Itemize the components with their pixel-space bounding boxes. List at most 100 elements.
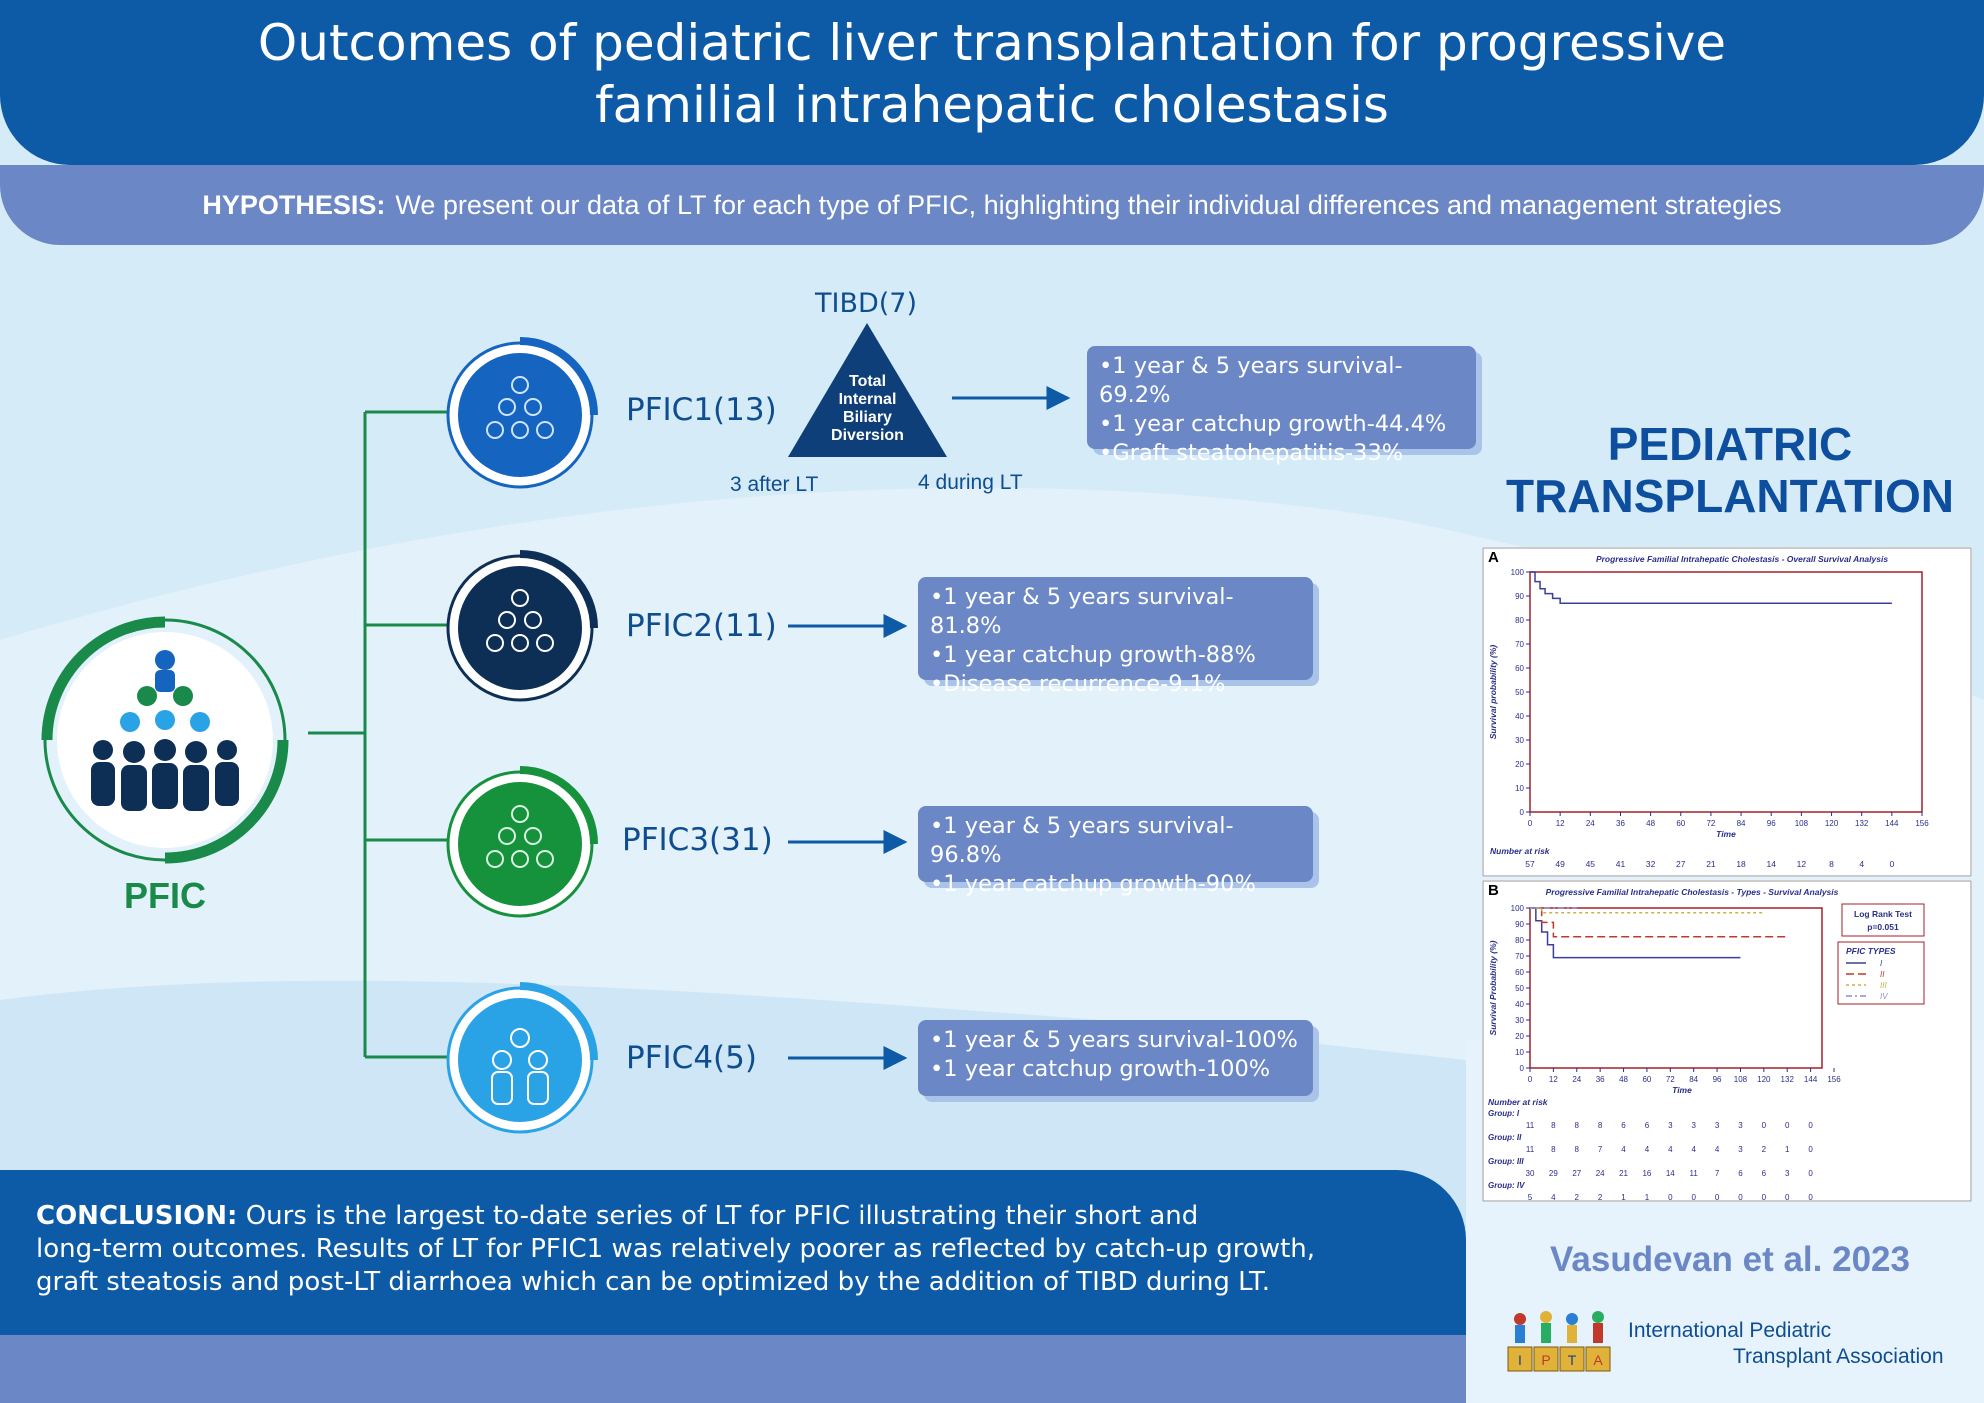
- x-tick-label: 0: [1528, 1075, 1533, 1084]
- tibd-during-label: 4 during LT: [918, 471, 1023, 494]
- y-tick-label: 20: [1515, 760, 1524, 769]
- risk-value: 14: [1666, 1169, 1675, 1178]
- risk-value: 7: [1715, 1169, 1720, 1178]
- outcome-item: 1 year & 5 years survival-81.8%: [930, 583, 1301, 641]
- risk-value: 6: [1621, 1121, 1626, 1130]
- x-tick-label: 48: [1646, 819, 1655, 828]
- y-tick-label: 90: [1515, 920, 1524, 929]
- risk-value: 6: [1762, 1169, 1767, 1178]
- pfic1-outcomes: 1 year & 5 years survival-69.2% 1 year c…: [1087, 346, 1476, 466]
- x-tick-label: 144: [1804, 1075, 1818, 1084]
- risk-value: 8: [1551, 1145, 1556, 1154]
- risk-value: 14: [1766, 859, 1776, 869]
- x-tick-label: 72: [1666, 1075, 1675, 1084]
- risk-value: 6: [1645, 1121, 1650, 1130]
- pfic-main-icon: [41, 616, 289, 864]
- risk-value: 29: [1549, 1169, 1558, 1178]
- risk-value: 7: [1598, 1145, 1603, 1154]
- risk-value: 32: [1646, 859, 1656, 869]
- logrank-box: [1841, 903, 1925, 937]
- risk-value: 2: [1762, 1145, 1767, 1154]
- risk-value: 8: [1551, 1121, 1556, 1130]
- y-axis-label: Survival Probability (%): [1488, 940, 1498, 1035]
- risk-value: 4: [1621, 1145, 1626, 1154]
- y-tick-label: 20: [1515, 1032, 1524, 1041]
- y-tick-label: 100: [1511, 568, 1525, 577]
- survival-chart-a: A Progressive Familial Intrahepatic Chole…: [1482, 547, 1972, 877]
- ipta-name: International Pediatric Transplant Assoc…: [1628, 1318, 1944, 1370]
- x-tick-label: 24: [1586, 819, 1595, 828]
- risk-value: 27: [1572, 1169, 1581, 1178]
- risk-value: 4: [1691, 1145, 1696, 1154]
- x-tick-label: 36: [1596, 1075, 1605, 1084]
- risk-value: 1: [1645, 1193, 1650, 1202]
- ipta-block-p: P: [1541, 1352, 1550, 1368]
- y-tick-label: 90: [1515, 592, 1524, 601]
- risk-value: 0: [1715, 1193, 1720, 1202]
- risk-group-label: Group: I: [1488, 1109, 1520, 1118]
- x-tick-label: 156: [1827, 1075, 1841, 1084]
- risk-value: 3: [1738, 1145, 1743, 1154]
- risk-value: 41: [1616, 859, 1626, 869]
- pfic1-label: PFIC1(13): [626, 392, 777, 428]
- y-tick-label: 40: [1515, 712, 1524, 721]
- y-tick-label: 0: [1520, 1064, 1525, 1073]
- title-line-2: familial intrahepatic cholestasis: [595, 76, 1389, 134]
- y-tick-label: 80: [1515, 936, 1524, 945]
- risk-value: 16: [1642, 1169, 1651, 1178]
- risk-value: 6: [1738, 1169, 1743, 1178]
- outcome-item: 1 year & 5 years survival-69.2%: [1099, 352, 1464, 410]
- legend-label-I: I: [1880, 959, 1883, 968]
- ipta-line-1: International Pediatric: [1628, 1319, 1832, 1342]
- x-tick-label: 96: [1713, 1075, 1722, 1084]
- x-tick-label: 24: [1572, 1075, 1581, 1084]
- legend-label-III: III: [1880, 981, 1887, 990]
- x-tick-label: 12: [1549, 1075, 1558, 1084]
- y-tick-label: 80: [1515, 616, 1524, 625]
- risk-value: 4: [1551, 1193, 1556, 1202]
- hypothesis-bar: HYPOTHESIS: We present our data of LT fo…: [0, 165, 1984, 245]
- tibd-line-3: Biliary: [843, 409, 892, 426]
- outcome-item: 1 year catchup growth-44.4%: [1099, 410, 1464, 439]
- tibd-triangle: [788, 323, 947, 457]
- journal-line-2: TRANSPLANTATION: [1505, 470, 1955, 522]
- risk-value: 11: [1690, 1169, 1699, 1178]
- y-tick-label: 10: [1515, 784, 1524, 793]
- tibd-count-label: TIBD(7): [815, 288, 918, 319]
- risk-table-label: Number at risk: [1488, 1097, 1549, 1107]
- risk-value: 11: [1526, 1145, 1535, 1154]
- x-tick-label: 12: [1556, 819, 1565, 828]
- x-tick-label: 72: [1706, 819, 1715, 828]
- conclusion-line-2: long-term outcomes. Results of LT for PF…: [36, 1234, 1316, 1264]
- risk-value: 3: [1715, 1121, 1720, 1130]
- pfic2-label: PFIC2(11): [626, 608, 777, 644]
- conclusion-label: CONCLUSION:: [36, 1201, 238, 1231]
- risk-value: 8: [1575, 1121, 1580, 1130]
- pfic4-outcomes: 1 year & 5 years survival-100% 1 year ca…: [918, 1020, 1313, 1096]
- x-tick-label: 156: [1915, 819, 1929, 828]
- risk-value: 5: [1528, 1193, 1533, 1202]
- risk-value: 4: [1668, 1145, 1673, 1154]
- risk-value: 57: [1525, 859, 1535, 869]
- ipta-block-a: A: [1593, 1352, 1603, 1368]
- risk-table-label: Number at risk: [1490, 846, 1551, 856]
- logrank-title: Log Rank Test: [1854, 909, 1912, 919]
- x-tick-label: 84: [1689, 1075, 1698, 1084]
- outcome-item: Graft steatohepatitis-33%: [1099, 439, 1464, 468]
- risk-value: 12: [1797, 859, 1807, 869]
- risk-group-label: Group: III: [1488, 1157, 1524, 1166]
- risk-value: 8: [1598, 1121, 1603, 1130]
- y-tick-label: 10: [1515, 1048, 1524, 1057]
- hypothesis-label: HYPOTHESIS:: [202, 189, 386, 220]
- risk-value: 0: [1808, 1193, 1813, 1202]
- y-tick-label: 30: [1515, 736, 1524, 745]
- ipta-logo-icon: I P T A: [1507, 1311, 1611, 1372]
- outcome-item: 1 year & 5 years survival-100%: [930, 1026, 1301, 1055]
- pfic4-label: PFIC4(5): [626, 1040, 757, 1076]
- risk-value: 3: [1668, 1121, 1673, 1130]
- legend-title: PFIC TYPES: [1846, 946, 1896, 956]
- risk-value: 8: [1829, 859, 1834, 869]
- series-line-overall: [1530, 571, 1892, 604]
- pfic4-icon: [446, 982, 598, 1134]
- pfic3-outcomes: 1 year & 5 years survival-96.8% 1 year c…: [918, 806, 1313, 897]
